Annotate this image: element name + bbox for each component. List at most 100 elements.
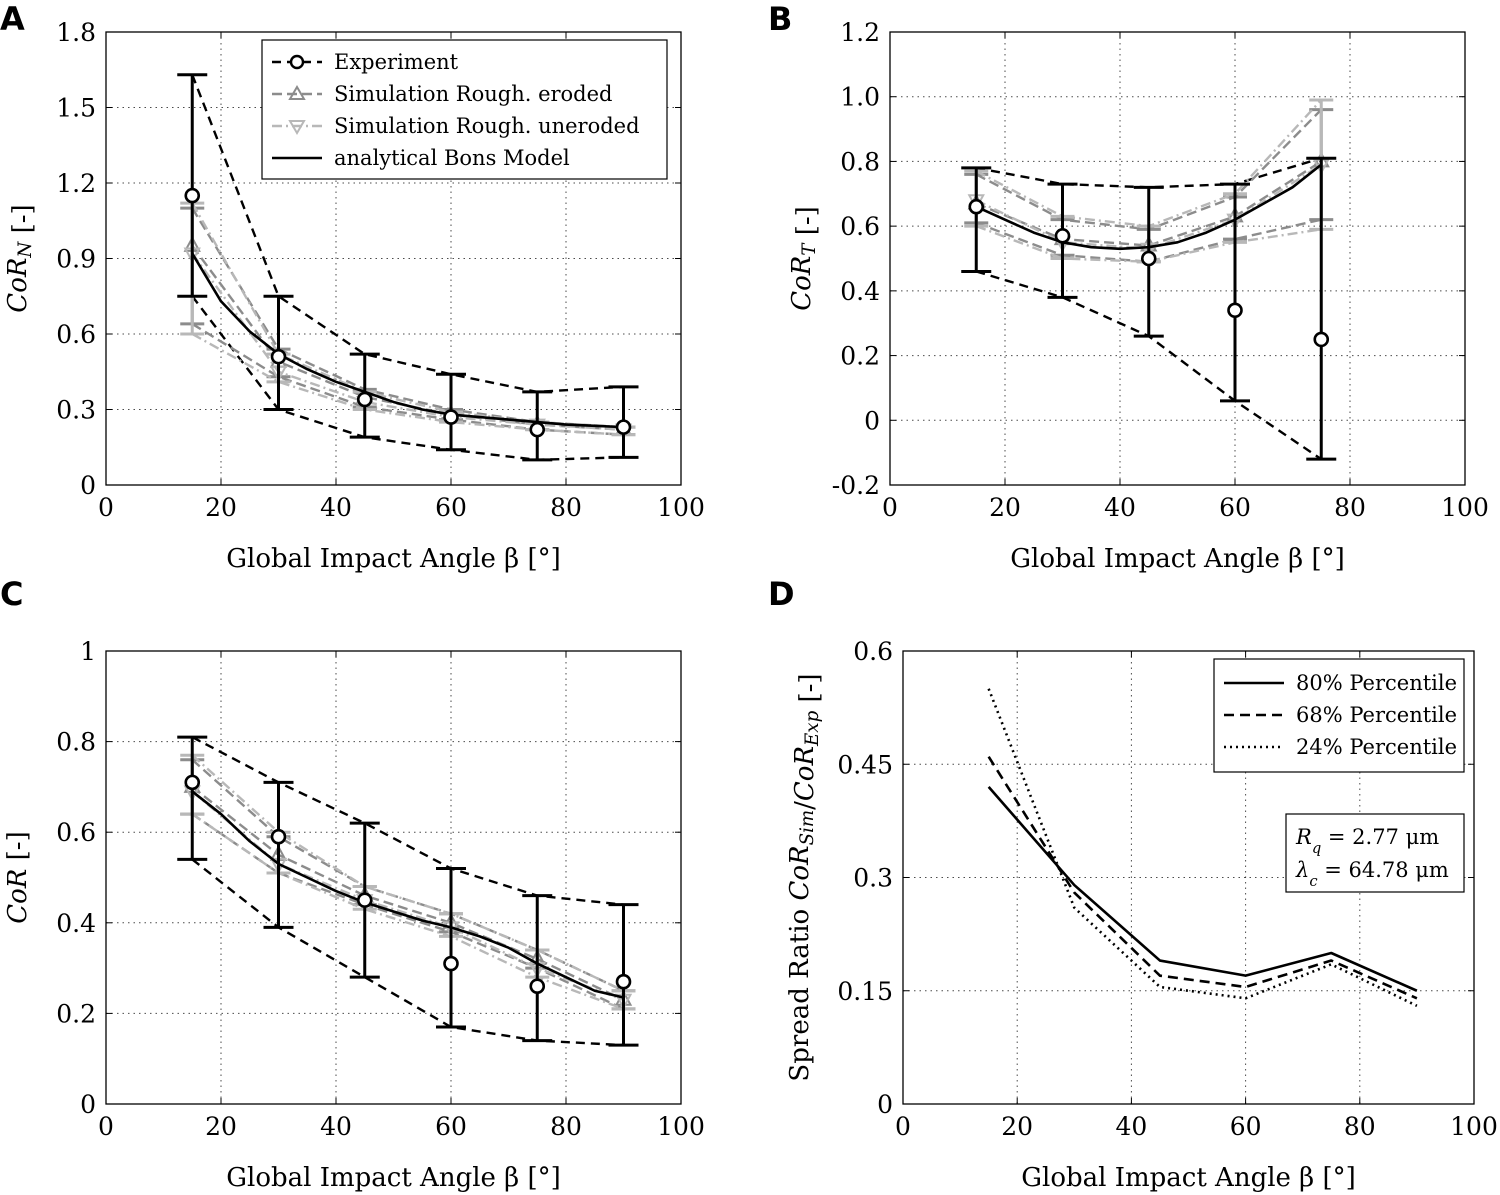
experiment-marker-b-1 (1054, 228, 1071, 244)
annotation-line-d-0: Rq = 2.77 μm (1295, 825, 1439, 857)
chart-panel-d: 0 20 40 60 80 100 0 0.15 0.3 0.45 0.6 Global Impact… (785, 637, 1498, 1193)
x-tick-label-a-2: 40 (320, 493, 352, 522)
chart-panel-a: 0 20 40 60 80 100 0 0.3 0.6 0.9 1.2 1.5 1.8 Global Im… (3, 18, 705, 574)
y-tick-label-a-5: 1.5 (56, 94, 96, 123)
experiment-marker-b-0 (968, 198, 985, 215)
experiment-marker-b-4 (1313, 331, 1330, 348)
experiment-envelope-upper-b (976, 157, 1322, 189)
legend-label-a-2: Simulation Rough. uneroded (334, 114, 640, 138)
y-tick-label-b-6: 1.0 (840, 83, 880, 112)
experiment-envelope-lower-c (191, 858, 624, 1047)
sim_eroded-lower-c (191, 813, 625, 1010)
y-tick-label-b-4: 0.6 (840, 212, 880, 241)
y-axis-label-c-group: CoR [-] (3, 831, 33, 923)
y-axis-label-b-group: CoRT [-] (787, 206, 822, 311)
experiment-marker-b-3 (1227, 302, 1243, 319)
plot-frame-b (889, 31, 1466, 486)
experiment-envelope-lower-a (191, 295, 624, 462)
x-axis-label-b: Global Impact Angle β [°] (1010, 544, 1345, 574)
y-tick-label-d-1: 0.15 (837, 977, 893, 1006)
panel-letter-c: C (0, 575, 23, 613)
x-tick-label-c-1: 20 (205, 1112, 237, 1141)
x-axis-label-c: Global Impact Angle β [°] (226, 1163, 561, 1193)
y-tick-label-a-2: 0.6 (56, 320, 96, 349)
legend-label-a-0: Experiment (334, 50, 459, 74)
panel-letter-a: A (0, 0, 25, 38)
x-tick-label-c-2: 40 (320, 1112, 352, 1141)
sim_eroded-mean-line-c (191, 785, 625, 1001)
legend-label-d-2: 24% Percentile (1296, 735, 1457, 759)
y-tick-label-c-4: 0.8 (56, 728, 96, 757)
x-tick-label-b-4: 80 (1334, 493, 1366, 522)
x-tick-label-d-4: 80 (1344, 1112, 1376, 1141)
y-axis-label-c: CoR [-] (3, 831, 33, 923)
bons-model-line-b (975, 163, 1323, 251)
y-axis-label-b: CoRT [-] (787, 206, 822, 311)
y-tick-label-c-5: 1 (80, 637, 96, 666)
legend-label-a-1: Simulation Rough. eroded (334, 82, 613, 106)
x-tick-label-b-2: 40 (1104, 493, 1136, 522)
legend-label-a-3: analytical Bons Model (334, 146, 570, 170)
y-tick-label-d-2: 0.3 (853, 864, 893, 893)
legend-marker-a-0 (289, 54, 305, 70)
sim_uneroded-mean-line-a (191, 252, 624, 431)
x-tick-label-c-3: 60 (435, 1112, 467, 1141)
x-axis-label-a: Global Impact Angle β [°] (226, 544, 561, 574)
panel-letter-d: D (768, 575, 795, 613)
y-tick-label-c-2: 0.4 (56, 909, 96, 938)
y-tick-label-a-4: 1.2 (56, 169, 96, 198)
y-tick-label-d-3: 0.45 (837, 750, 893, 779)
y-tick-label-a-1: 0.3 (56, 396, 96, 425)
legend-marker-a-1 (288, 85, 306, 100)
y-tick-label-b-5: 0.8 (840, 147, 880, 176)
plot-frame-c (105, 650, 682, 1105)
experiment-marker-c-4 (529, 978, 546, 995)
annotation-box-d (1285, 813, 1465, 893)
chart-panel-c: 0 20 40 60 80 100 0 0.2 0.4 0.6 0.8 1 Global Impact … (3, 637, 705, 1193)
y-tick-label-b-2: 0.2 (840, 342, 880, 371)
series-line-d-2 (987, 688, 1418, 1008)
sim_uneroded-upper-a (191, 202, 624, 429)
y-tick-label-b-7: 1.2 (840, 18, 880, 47)
x-tick-label-d-5: 100 (1450, 1112, 1498, 1141)
legend-box-d (1213, 658, 1465, 773)
y-tick-label-c-1: 0.2 (56, 999, 96, 1028)
experiment-marker-c-1 (270, 828, 287, 845)
sim_eroded-upper-c (191, 758, 625, 992)
chart-panel-b: 0 20 40 60 80 100-0.200.20.40.60.81.01.2Globa… (787, 18, 1489, 574)
x-tick-label-d-2: 40 (1115, 1112, 1147, 1141)
sim_uneroded-lower-a (191, 332, 624, 436)
x-tick-label-b-3: 60 (1219, 493, 1251, 522)
sim_uneroded-lower-c (191, 813, 624, 1010)
experiment-marker-c-3 (443, 955, 459, 972)
y-tick-label-a-6: 1.8 (56, 18, 96, 47)
legend-label-d-1: 68% Percentile (1296, 703, 1457, 727)
x-tick-label-b-0: 0 (882, 493, 898, 522)
y-axis-label-d-group: Spread Ratio CoRSim/CoRExp [-] (785, 673, 825, 1081)
experiment-marker-a-4 (529, 421, 546, 438)
x-tick-label-a-4: 80 (550, 493, 582, 522)
y-tick-label-a-0: 0 (80, 471, 96, 500)
x-tick-label-c-4: 80 (550, 1112, 582, 1141)
y-tick-label-c-0: 0 (80, 1090, 96, 1119)
x-tick-label-a-5: 100 (657, 493, 705, 522)
bons-model-line-a (191, 252, 624, 429)
x-tick-label-d-1: 20 (1001, 1112, 1033, 1141)
experiment-marker-a-2 (356, 391, 373, 408)
x-tick-label-b-1: 20 (989, 493, 1021, 522)
annotation-line-d-1: λc = 64.78 μm (1295, 858, 1449, 890)
y-axis-label-a: CoRN [-] (3, 204, 38, 312)
legend-marker-a-2 (288, 120, 306, 135)
y-tick-label-d-4: 0.6 (853, 637, 893, 666)
experiment-marker-a-0 (184, 187, 201, 204)
legend-label-d-0: 80% Percentile (1296, 671, 1457, 695)
sim_uneroded-lower-b (975, 225, 1322, 263)
x-axis-label-d: Global Impact Angle β [°] (1021, 1163, 1356, 1193)
x-tick-label-a-0: 0 (98, 493, 114, 522)
sim_eroded-upper-a (191, 207, 624, 429)
y-tick-label-d-0: 0 (877, 1090, 893, 1119)
sim_uneroded-upper-c (191, 754, 625, 992)
y-axis-label-d: Spread Ratio CoRSim/CoRExp [-] (785, 673, 825, 1081)
experiment-marker-c-0 (184, 774, 201, 791)
x-tick-label-d-3: 60 (1230, 1112, 1262, 1141)
